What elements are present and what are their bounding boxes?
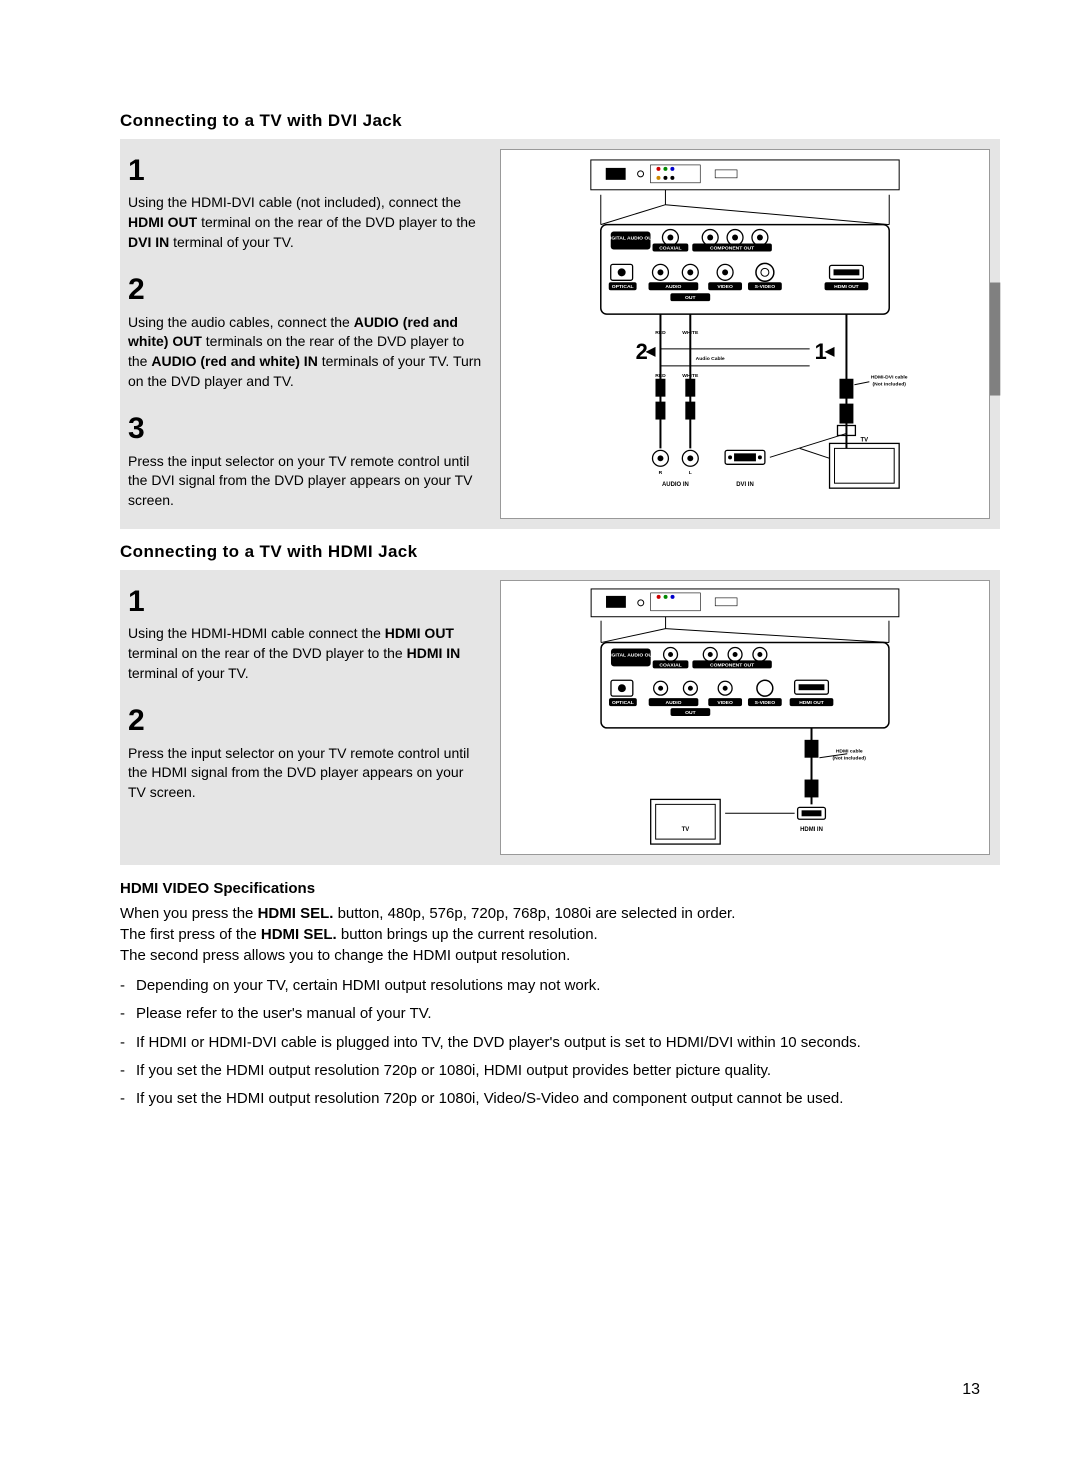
lbl-hdmidvi: HDMI-DVI cable (871, 375, 908, 381)
lbl-digital: DIGITAL AUDIO OUT (606, 235, 654, 241)
lbl-white2: WHITE (682, 373, 699, 379)
spec-b4: -If you set the HDMI output resolution 7… (120, 1089, 1000, 1109)
sec2-step2-num: 2 (128, 701, 482, 742)
section2-steps: 1 Using the HDMI-HDMI cable connect the … (120, 570, 490, 865)
section1-title: Connecting to a TV with DVI Jack (120, 110, 1000, 133)
lbl-audio: AUDIO (665, 284, 681, 290)
lbl-notinc1: (Not Included) (873, 382, 907, 388)
sec1-step3-num: 3 (128, 409, 482, 450)
lbl-audioin: AUDIO IN (662, 482, 689, 488)
spec-b0: -Depending on your TV, certain HDMI outp… (120, 976, 1000, 996)
spec-b2-text: If HDMI or HDMI-DVI cable is plugged int… (136, 1033, 861, 1053)
lbl-dviin: DVI IN (736, 482, 754, 488)
lbl-red2: RED (655, 373, 666, 379)
section2-title: Connecting to a TV with HDMI Jack (120, 541, 1000, 564)
d2-hdmicable: HDMI cable (836, 749, 863, 755)
lbl-white1: WHITE (682, 330, 699, 336)
spec-b2: -If HDMI or HDMI-DVI cable is plugged in… (120, 1033, 1000, 1053)
lbl-red1: RED (655, 330, 666, 336)
diagram-dvi: DIGITAL AUDIO OUT COAXIAL COMPONENT OUT … (500, 149, 990, 519)
sec2-step2-body: Press the input selector on your TV remo… (128, 744, 482, 803)
spec-b0-text: Depending on your TV, certain HDMI outpu… (136, 976, 600, 996)
spec-p1: When you press the HDMI SEL. button, 480… (120, 903, 1000, 924)
diagram-hdmi: DIGITAL AUDIO OUT COAXIAL COMPONENT OUT … (500, 580, 990, 855)
lbl-out: OUT (685, 295, 696, 301)
sec1-step2-num: 2 (128, 270, 482, 311)
d2-comp: COMPONENT OUT (710, 662, 754, 668)
spec-b1-text: Please refer to the user's manual of you… (136, 1004, 432, 1024)
sec1-step2: 2 Using the audio cables, connect the AU… (128, 270, 482, 391)
spec-p2: The first press of the HDMI SEL. button … (120, 924, 1000, 945)
lbl-tv: TV (861, 437, 869, 443)
spec-p3: The second press allows you to change th… (120, 945, 1000, 966)
lbl-coaxial: COAXIAL (659, 245, 681, 251)
sec2-step1: 1 Using the HDMI-HDMI cable connect the … (128, 582, 482, 683)
sec1-step3-body: Press the input selector on your TV remo… (128, 452, 482, 511)
lbl-audiocable: Audio Cable (696, 356, 725, 362)
section1-panel: 1 Using the HDMI-DVI cable (not included… (120, 139, 1000, 529)
d2-aud: AUDIO (666, 700, 682, 706)
section2-panel: 1 Using the HDMI-HDMI cable connect the … (120, 570, 1000, 865)
d1-step1: 1 (815, 339, 827, 364)
d2-vid: VIDEO (717, 700, 733, 706)
section1-steps: 1 Using the HDMI-DVI cable (not included… (120, 139, 490, 529)
spec-b3-text: If you set the HDMI output resolution 72… (136, 1061, 771, 1081)
lbl-optical: OPTICAL (612, 284, 634, 290)
section2-diagram-wrap: DIGITAL AUDIO OUT COAXIAL COMPONENT OUT … (490, 570, 1000, 865)
sec2-step2: 2 Press the input selector on your TV re… (128, 701, 482, 802)
d2-opt: OPTICAL (612, 700, 634, 706)
sec1-step2-body: Using the audio cables, connect the AUDI… (128, 313, 482, 391)
lbl-video: VIDEO (717, 284, 733, 290)
d2-out: OUT (685, 710, 696, 716)
d2-hdmiin: HDMI IN (800, 827, 823, 833)
spec-b3: -If you set the HDMI output resolution 7… (120, 1061, 1000, 1081)
d1-step2: 2 (636, 339, 648, 364)
page-number: 13 (962, 1379, 980, 1401)
lbl-component: COMPONENT OUT (710, 245, 754, 251)
sec1-step1-body: Using the HDMI-DVI cable (not included),… (128, 193, 482, 252)
d2-tv: TV (682, 827, 690, 833)
sec1-step1: 1 Using the HDMI-DVI cable (not included… (128, 151, 482, 252)
section1-diagram-wrap: DIGITAL AUDIO OUT COAXIAL COMPONENT OUT … (490, 139, 1000, 529)
sec1-step3: 3 Press the input selector on your TV re… (128, 409, 482, 510)
d2-notinc: (Not Included) (833, 756, 867, 762)
sec1-step1-num: 1 (128, 151, 482, 192)
lbl-L: L (689, 470, 692, 476)
sec2-step1-body: Using the HDMI-HDMI cable connect the HD… (128, 624, 482, 683)
d2-coax: COAXIAL (659, 662, 681, 668)
spec-b4-text: If you set the HDMI output resolution 72… (136, 1089, 843, 1109)
sec2-step1-num: 1 (128, 582, 482, 623)
spec-bullets: -Depending on your TV, certain HDMI outp… (120, 976, 1000, 1109)
d2-hdmiout: HDMI OUT (799, 700, 824, 706)
d2-svid: S-VIDEO (755, 700, 776, 706)
spec-heading: HDMI VIDEO Specifications (120, 879, 1000, 899)
lbl-R: R (659, 470, 663, 476)
lbl-svideo: S-VIDEO (755, 284, 776, 290)
d2-dig: DIGITAL AUDIO OUT (607, 652, 656, 658)
lbl-hdmiout: HDMI OUT (834, 284, 859, 290)
spec-b1: -Please refer to the user's manual of yo… (120, 1004, 1000, 1024)
